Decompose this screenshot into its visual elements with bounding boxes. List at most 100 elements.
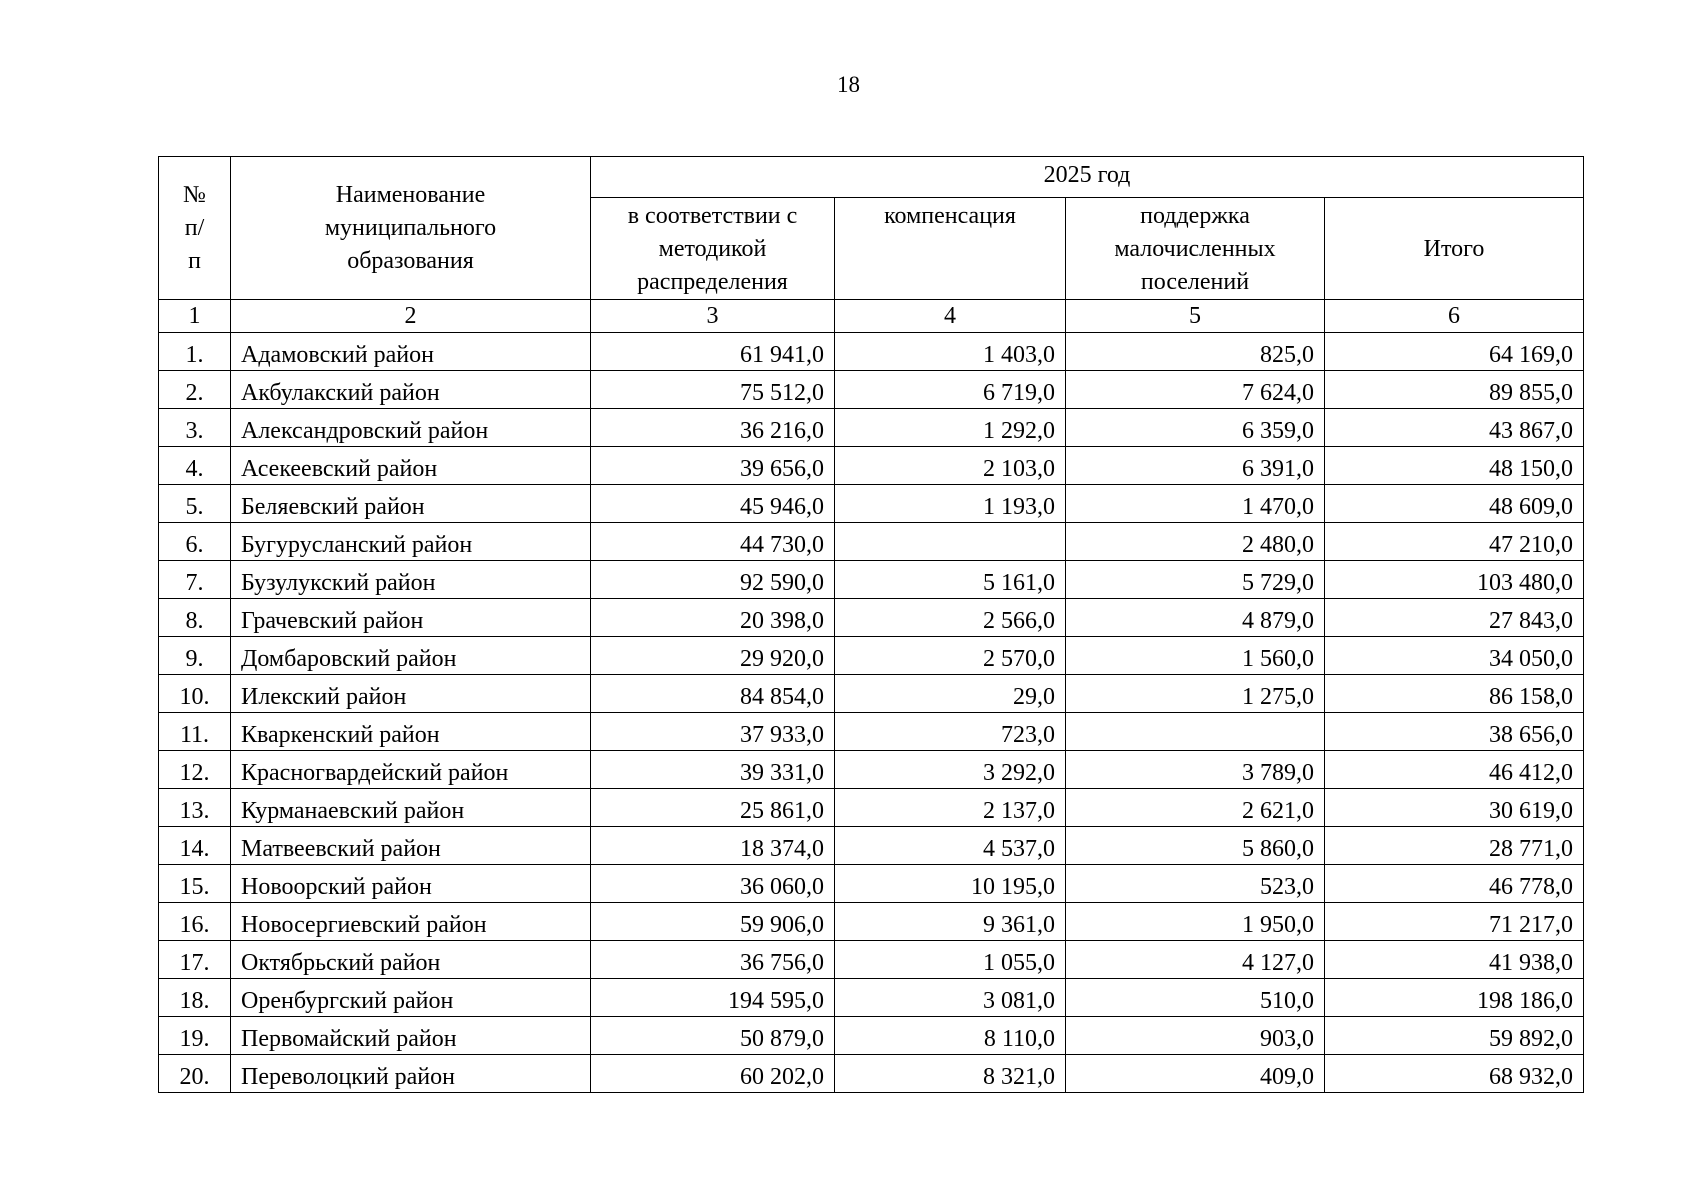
value-cell: 92 590,0: [590, 560, 835, 599]
value-cell: 7 624,0: [1065, 370, 1325, 409]
number-cell: 3.: [158, 408, 231, 447]
number-cell: 9.: [158, 636, 231, 675]
number-cell: 15.: [158, 864, 231, 903]
header-cell: компенсация: [834, 197, 1066, 300]
name-cell: Переволоцкий район: [230, 1054, 591, 1093]
data-row: 6. Бугурусланский район 44 730,0 2 480,0 47 …: [158, 522, 1585, 561]
value-cell: 3 292,0: [834, 750, 1066, 789]
value-cell: 825,0: [1065, 332, 1325, 371]
name-cell: Матвеевский район: [230, 826, 591, 865]
number-cell: 11.: [158, 712, 231, 751]
number-cell: 18.: [158, 978, 231, 1017]
name-cell: Курманаевский район: [230, 788, 591, 827]
value-cell: 36 216,0: [590, 408, 835, 447]
column-number: 3: [590, 299, 835, 333]
name-cell: Илекский район: [230, 674, 591, 713]
number-cell: 10.: [158, 674, 231, 713]
data-row: 2. Акбулакский район 75 512,0 6 719,0 7 624,…: [158, 370, 1585, 409]
column-number: 2: [230, 299, 591, 333]
column-number: 5: [1065, 299, 1325, 333]
value-cell: 61 941,0: [590, 332, 835, 371]
value-cell: 723,0: [834, 712, 1066, 751]
value-cell: 68 932,0: [1323, 1054, 1585, 1093]
value-cell: 4 879,0: [1065, 598, 1325, 637]
value-cell: 36 060,0: [590, 864, 835, 903]
value-cell: 45 946,0: [590, 484, 835, 523]
number-cell: 19.: [158, 1016, 231, 1055]
value-cell: 29,0: [834, 674, 1066, 713]
data-row: 4. Асекеевский район 39 656,0 2 103,0 6 391,…: [158, 446, 1585, 485]
value-cell: 47 210,0: [1323, 522, 1585, 561]
value-cell: 44 730,0: [590, 522, 835, 561]
value-cell: 39 331,0: [590, 750, 835, 789]
value-cell: 59 892,0: [1323, 1016, 1585, 1055]
column-number: 6: [1323, 299, 1585, 333]
name-cell: Кваркенский район: [230, 712, 591, 751]
data-row: 13. Курманаевский район 25 861,0 2 137,0 2 6…: [158, 788, 1585, 827]
name-cell: Первомайский район: [230, 1016, 591, 1055]
value-cell: [834, 522, 1066, 561]
data-row: 16. Новосергиевский район 59 906,0 9 361,0 1…: [158, 902, 1585, 941]
number-cell: 14.: [158, 826, 231, 865]
number-cell: 16.: [158, 902, 231, 941]
value-cell: 50 879,0: [590, 1016, 835, 1055]
value-cell: 3 081,0: [834, 978, 1066, 1017]
value-cell: 38 656,0: [1323, 712, 1585, 751]
name-cell: Новоорский район: [230, 864, 591, 903]
data-row: 5. Беляевский район 45 946,0 1 193,0 1 470,0…: [158, 484, 1585, 523]
name-cell: Домбаровский район: [230, 636, 591, 675]
value-cell: 1 275,0: [1065, 674, 1325, 713]
value-cell: 48 609,0: [1323, 484, 1585, 523]
data-row: 10. Илекский район 84 854,0 29,0 1 275,0 86 1…: [158, 674, 1585, 713]
name-cell: Асекеевский район: [230, 446, 591, 485]
value-cell: 1 193,0: [834, 484, 1066, 523]
value-cell: 89 855,0: [1323, 370, 1585, 409]
header-row: № п/п Наименование муниципального образов…: [158, 156, 1585, 300]
value-cell: 9 361,0: [834, 902, 1066, 941]
value-cell: 4 537,0: [834, 826, 1066, 865]
name-cell: Адамовский район: [230, 332, 591, 371]
value-cell: 1 950,0: [1065, 902, 1325, 941]
value-cell: 46 778,0: [1323, 864, 1585, 903]
value-cell: 4 127,0: [1065, 940, 1325, 979]
name-cell: Октябрьский район: [230, 940, 591, 979]
value-cell: 5 729,0: [1065, 560, 1325, 599]
value-cell: 75 512,0: [590, 370, 835, 409]
data-row: 9. Домбаровский район 29 920,0 2 570,0 1 560…: [158, 636, 1585, 675]
number-cell: 2.: [158, 370, 231, 409]
number-cell: 13.: [158, 788, 231, 827]
value-cell: 60 202,0: [590, 1054, 835, 1093]
number-cell: 20.: [158, 1054, 231, 1093]
header-cell: Наименование муниципального образования: [230, 156, 591, 300]
name-cell: Новосергиевский район: [230, 902, 591, 941]
value-cell: 103 480,0: [1323, 560, 1585, 599]
value-cell: 64 169,0: [1323, 332, 1585, 371]
value-cell: 523,0: [1065, 864, 1325, 903]
value-cell: 510,0: [1065, 978, 1325, 1017]
header-cell: Итого: [1323, 197, 1585, 300]
value-cell: 29 920,0: [590, 636, 835, 675]
value-cell: 36 756,0: [590, 940, 835, 979]
value-cell: 2 621,0: [1065, 788, 1325, 827]
value-cell: 6 359,0: [1065, 408, 1325, 447]
value-cell: 1 560,0: [1065, 636, 1325, 675]
value-cell: 2 103,0: [834, 446, 1066, 485]
value-cell: 1 470,0: [1065, 484, 1325, 523]
data-table: № п/п Наименование муниципального образов…: [158, 156, 1585, 1093]
value-cell: 6 391,0: [1065, 446, 1325, 485]
name-cell: Александровский район: [230, 408, 591, 447]
value-cell: 39 656,0: [590, 446, 835, 485]
header-cell: 2025 год: [589, 156, 1585, 198]
number-cell: 6.: [158, 522, 231, 561]
data-row: 3. Александровский район 36 216,0 1 292,0 6 …: [158, 408, 1585, 447]
value-cell: 1 403,0: [834, 332, 1066, 371]
value-cell: 2 566,0: [834, 598, 1066, 637]
value-cell: 2 570,0: [834, 636, 1066, 675]
value-cell: 20 398,0: [590, 598, 835, 637]
number-cell: 12.: [158, 750, 231, 789]
name-cell: Бузулукский район: [230, 560, 591, 599]
value-cell: 43 867,0: [1323, 408, 1585, 447]
value-cell: 6 719,0: [834, 370, 1066, 409]
name-cell: Бугурусланский район: [230, 522, 591, 561]
